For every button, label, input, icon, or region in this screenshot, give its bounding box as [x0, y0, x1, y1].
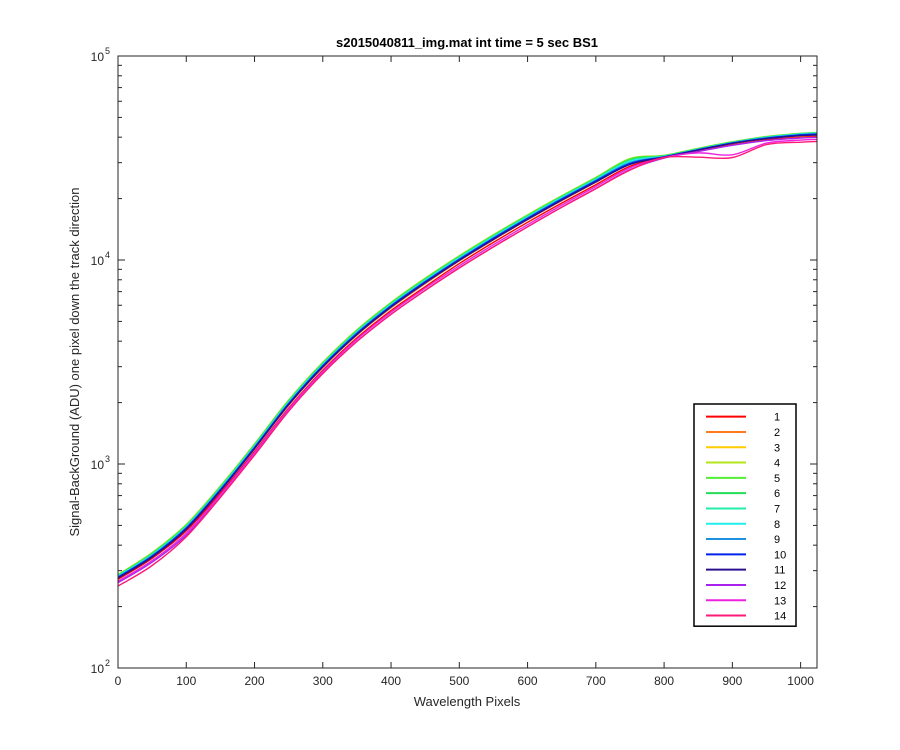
- series-line-14: [117, 140, 818, 587]
- legend-label: 8: [774, 519, 780, 531]
- x-axis-label: Wavelength Pixels: [414, 694, 521, 709]
- legend-label: 5: [774, 473, 780, 485]
- legend-label: 9: [774, 534, 780, 546]
- x-tick-label: 600: [518, 674, 538, 688]
- x-tick-label: 400: [381, 674, 401, 688]
- legend-label: 4: [774, 458, 780, 470]
- x-tick-label: 200: [245, 674, 265, 688]
- x-tick-label: 900: [722, 674, 742, 688]
- legend-label: 6: [774, 488, 780, 500]
- series-group: [117, 131, 818, 587]
- chart-title: s2015040811_img.mat int time = 5 sec BS1: [336, 35, 598, 50]
- x-axis: 0 100 200 300 400 500 600 700 800 900 1000: [115, 56, 814, 688]
- x-tick-label: 100: [176, 674, 196, 688]
- y-tick-exponent: 5: [105, 46, 110, 56]
- legend-label: 11: [774, 565, 785, 577]
- legend-box: [693, 403, 797, 627]
- y-tick-label: 10: [91, 458, 105, 472]
- y-tick-label: 10: [91, 662, 105, 676]
- legend-label: 7: [774, 503, 780, 515]
- x-tick-label: 700: [586, 674, 606, 688]
- y-tick-exponent: 2: [105, 658, 110, 668]
- y-tick-label: 10: [91, 50, 105, 64]
- x-tick-label: 300: [313, 674, 333, 688]
- axes-box: [117, 55, 818, 669]
- legend-label: 10: [774, 549, 786, 561]
- x-tick-label: 1000: [787, 674, 814, 688]
- legend-label: 13: [774, 595, 786, 607]
- legend-label: 14: [774, 611, 786, 623]
- y-tick-exponent: 4: [105, 250, 110, 260]
- x-tick-label: 500: [449, 674, 469, 688]
- x-tick-label: 0: [115, 674, 122, 688]
- legend-label: 2: [774, 427, 780, 439]
- y-tick-label: 10: [91, 254, 105, 268]
- y-axis-label: Signal-BackGround (ADU) one pixel down t…: [67, 187, 82, 536]
- series-line-11: [117, 134, 818, 579]
- y-tick-exponent: 3: [105, 454, 110, 464]
- x-tick-label: 800: [654, 674, 674, 688]
- series-line-13: [117, 138, 818, 582]
- legend-label: 1: [774, 412, 780, 424]
- legend-label: 3: [774, 442, 780, 454]
- legend-label: 12: [774, 580, 786, 592]
